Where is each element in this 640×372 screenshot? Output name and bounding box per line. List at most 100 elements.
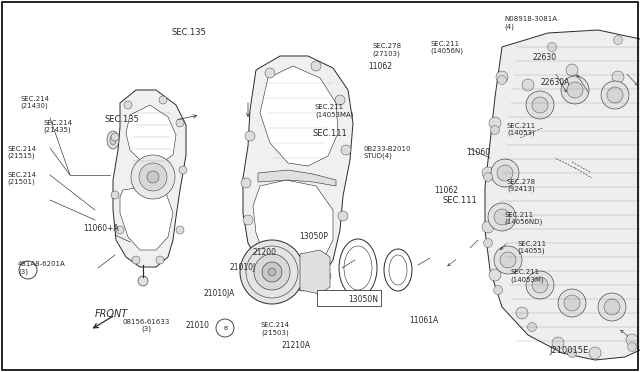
Circle shape [482,221,494,233]
Ellipse shape [107,131,119,149]
Circle shape [526,271,554,299]
Text: SEC.278
(92413): SEC.278 (92413) [507,179,536,192]
Circle shape [139,163,167,191]
Text: 21010J: 21010J [229,263,255,272]
Circle shape [268,268,276,276]
Circle shape [494,209,510,225]
Circle shape [500,252,516,268]
Text: SEC.211
(14056ND): SEC.211 (14056ND) [504,212,543,225]
Circle shape [335,95,345,105]
Circle shape [497,165,513,181]
Text: SEC.135: SEC.135 [104,115,139,124]
Circle shape [490,125,499,135]
Text: SEC.211
(14053M): SEC.211 (14053M) [511,269,545,283]
Circle shape [526,91,554,119]
Circle shape [494,246,522,274]
Circle shape [243,215,253,225]
Circle shape [124,101,132,109]
Text: 21010JA: 21010JA [204,289,235,298]
Circle shape [321,271,331,281]
Text: 21210A: 21210A [281,341,310,350]
Circle shape [566,64,578,76]
Circle shape [483,238,493,247]
Text: B: B [223,326,227,330]
Circle shape [527,323,536,331]
Circle shape [241,178,251,188]
Text: SEC.111: SEC.111 [312,129,347,138]
Circle shape [138,276,148,286]
Text: 22630: 22630 [532,53,557,62]
Circle shape [341,145,351,155]
Circle shape [489,269,501,281]
Circle shape [311,61,321,71]
Circle shape [532,277,548,293]
Text: 11060+A: 11060+A [83,224,119,233]
Circle shape [522,79,534,91]
Circle shape [254,254,290,290]
Circle shape [111,191,119,199]
Circle shape [176,119,184,127]
Circle shape [116,226,124,234]
Circle shape [496,71,508,83]
Text: SEC.135: SEC.135 [172,28,206,37]
Text: 11061A: 11061A [409,316,438,325]
Circle shape [614,35,623,45]
Circle shape [262,262,282,282]
Polygon shape [258,170,336,186]
Circle shape [627,343,637,352]
Circle shape [482,167,494,179]
Text: J210015E: J210015E [549,346,588,355]
Circle shape [532,97,548,113]
Circle shape [558,289,586,317]
Text: 13050N: 13050N [349,295,378,304]
Circle shape [159,96,167,104]
Text: 11060: 11060 [466,148,490,157]
Text: SEC.211
(14056N): SEC.211 (14056N) [430,41,463,54]
Text: FRONT: FRONT [95,310,128,319]
Circle shape [265,68,275,78]
Text: 21200: 21200 [253,248,277,257]
Circle shape [488,203,516,231]
Text: SEC.214
(21503): SEC.214 (21503) [260,323,290,336]
Polygon shape [113,90,186,267]
Polygon shape [243,56,353,290]
Text: 22630A: 22630A [541,78,570,87]
Text: SEC.214
(21501): SEC.214 (21501) [8,172,36,185]
Circle shape [607,87,623,103]
Circle shape [491,159,519,187]
Text: 0B233-B2010
STUD(4): 0B233-B2010 STUD(4) [364,146,411,159]
Circle shape [493,285,502,295]
Text: 21010: 21010 [185,321,209,330]
Text: 11062: 11062 [368,62,392,71]
Circle shape [255,248,265,258]
Circle shape [552,337,564,349]
Circle shape [147,171,159,183]
Circle shape [497,76,506,84]
Text: 13050P: 13050P [300,232,328,241]
Circle shape [131,155,175,199]
Circle shape [516,307,528,319]
Text: 11062: 11062 [434,186,458,195]
Text: N08918-3081A
(4): N08918-3081A (4) [504,16,557,30]
Circle shape [589,347,601,359]
Circle shape [156,256,164,264]
Circle shape [179,166,187,174]
Circle shape [176,226,184,234]
Circle shape [245,131,255,141]
Circle shape [601,81,629,109]
Circle shape [626,334,638,346]
Text: SEC.211
(14055): SEC.211 (14055) [517,241,547,254]
Circle shape [567,82,583,98]
Text: SEC.214
(21430): SEC.214 (21430) [20,96,49,109]
Ellipse shape [110,135,116,145]
Text: 08156-61633
(3): 08156-61633 (3) [122,319,170,332]
Circle shape [598,293,626,321]
Circle shape [561,76,589,104]
Circle shape [132,256,140,264]
Circle shape [489,117,501,129]
Text: SEC.214
(21515): SEC.214 (21515) [8,146,36,159]
Circle shape [568,349,577,357]
Text: SEC.211
(14053): SEC.211 (14053) [507,123,536,136]
Circle shape [275,273,285,283]
Text: SEC.211
(14053MA): SEC.211 (14053MA) [315,104,353,118]
